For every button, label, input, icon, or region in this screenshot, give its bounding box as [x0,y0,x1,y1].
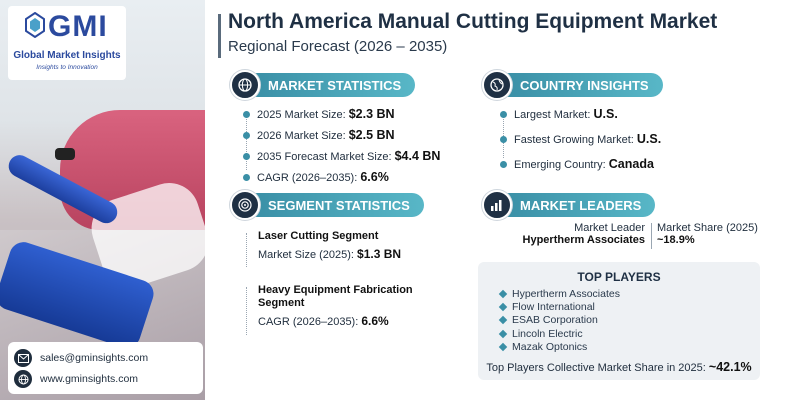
stat-item: CAGR (2026–2035): 6.6% [243,171,463,185]
segment-1-name: Laser Cutting Segment [258,230,379,242]
contact-email-row[interactable]: sales@gminsights.com [14,348,148,368]
segment-divider-2 [246,287,247,335]
market-leaders-header: MARKET LEADERS [482,190,656,220]
collective-share-value: ~42.1% [708,360,752,374]
timeline-line [246,116,247,170]
web-icon [14,370,32,388]
segment-2-name-line1: Heavy Equipment Fabrication [258,284,413,296]
market-leader-name: Hypertherm Associates [522,234,645,246]
page-subtitle: Regional Forecast (2026 – 2035) [228,38,448,55]
country-item: Fastest Growing Market: U.S. [500,133,720,147]
leaders-divider [651,223,652,249]
logo-card[interactable]: GMI Global Market Insights Insights to I… [8,6,126,80]
top-players-title: TOP PLAYERS [577,270,661,284]
country-insights-header: COUNTRY INSIGHTS [482,70,663,100]
contact-card: sales@gminsights.com www.gminsights.com [8,342,203,394]
segment-statistics-title: SEGMENT STATISTICS [250,193,424,217]
chart-person-icon [482,190,512,220]
top-players-list: Hypertherm Associates Flow International… [500,288,620,354]
gmi-logo-mark [25,12,45,38]
market-leaders-title: MARKET LEADERS [502,193,656,217]
player-item: Mazak Optonics [500,341,620,354]
market-leader-label: Market Leader [574,222,645,234]
player-item: Hypertherm Associates [500,288,620,301]
market-statistics-header: MARKET STATISTICS [230,70,416,100]
photo-sealer-handle [55,148,75,160]
stat-item: 2026 Market Size: $2.5 BN [243,129,463,143]
brand-name: Global Market Insights [13,50,121,61]
stat-item: 2035 Forecast Market Size: $4.4 BN [243,150,463,164]
market-share-value: ~18.9% [657,234,695,246]
segment-2-metric: CAGR (2026–2035): 6.6% [258,314,389,328]
target-icon [230,190,260,220]
segment-2-name-line2: Segment [258,297,305,309]
player-item: Flow International [500,301,620,314]
contact-email[interactable]: sales@gminsights.com [40,352,149,364]
brand-tagline: Insights to Innovation [36,64,98,71]
globe-chart-icon [230,70,260,100]
segment-statistics-header: SEGMENT STATISTICS [230,190,424,220]
market-leader-cell: Market Leader Hypertherm Associates [505,222,645,246]
collective-share: Top Players Collective Market Share in 2… [478,360,760,374]
segment-1-metric: Market Size (2025): $1.3 BN [258,247,402,261]
market-share-cell: Market Share (2025) ~18.9% [657,222,797,246]
logo-text: GMI [48,10,108,43]
contact-web-row[interactable]: www.gminsights.com [14,369,138,389]
market-statistics-list: 2025 Market Size: $2.3 BN 2026 Market Si… [243,108,463,184]
stat-item: 2025 Market Size: $2.3 BN [243,108,463,122]
market-statistics-title: MARKET STATISTICS [250,73,416,97]
collective-share-label: Top Players Collective Market Share in 2… [486,362,709,374]
top-players-box: TOP PLAYERS Hypertherm Associates Flow I… [478,262,760,380]
country-insights-title: COUNTRY INSIGHTS [502,73,663,97]
player-item: Lincoln Electric [500,328,620,341]
email-icon [14,349,32,367]
title-accent-bar [218,14,221,58]
country-item: Largest Market: U.S. [500,108,720,122]
page-title: North America Manual Cutting Equipment M… [228,10,718,33]
player-item: ESAB Corporation [500,314,620,327]
product-photo: GMI Global Market Insights Insights to I… [0,0,205,400]
contact-website[interactable]: www.gminsights.com [40,373,139,385]
globe-icon [482,70,512,100]
segment-divider-1 [246,233,247,267]
country-item: Emerging Country: Canada [500,158,720,172]
market-share-label: Market Share (2025) [657,222,758,234]
country-insights-list: Largest Market: U.S. Fastest Growing Mar… [500,108,720,171]
